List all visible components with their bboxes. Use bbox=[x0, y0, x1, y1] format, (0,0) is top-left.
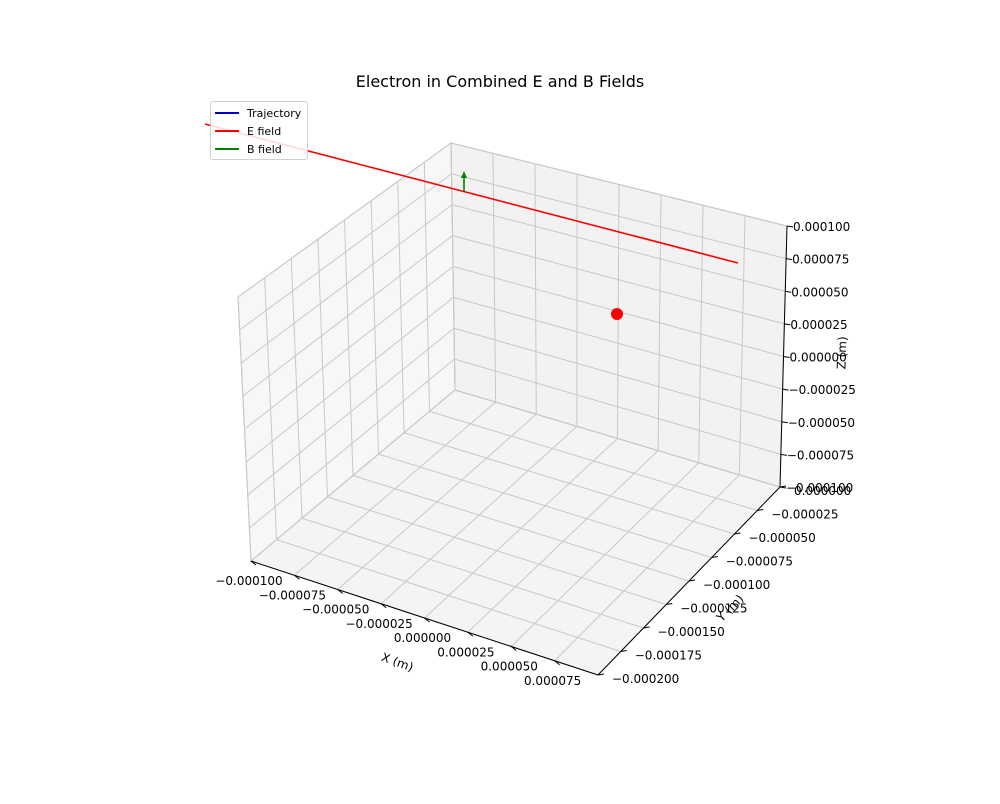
legend-item-b-field: B field bbox=[215, 142, 282, 156]
z-tick-label: −0.000075 bbox=[787, 448, 854, 462]
z-tick-label: −0.000025 bbox=[789, 383, 856, 397]
x-tick-label: −0.000075 bbox=[259, 588, 326, 602]
y-tick-label: −0.000100 bbox=[703, 578, 770, 592]
x-tick-label: −0.000025 bbox=[345, 617, 412, 631]
z-tick-label: 0.000100 bbox=[793, 220, 850, 234]
y-tick-label: −0.000200 bbox=[612, 672, 679, 686]
legend-swatch-trajectory bbox=[215, 112, 239, 114]
x-tick-label: 0.000025 bbox=[437, 645, 494, 659]
legend-item-trajectory: Trajectory bbox=[215, 106, 301, 120]
y-tick-label: −0.000075 bbox=[726, 555, 793, 569]
x-tick-label: −0.000100 bbox=[215, 574, 282, 588]
x-tick-label: 0.000000 bbox=[394, 631, 451, 645]
z-tick-label: 0.000025 bbox=[790, 318, 847, 332]
y-tick-label: −0.000150 bbox=[658, 625, 725, 639]
z-tick-label: 0.000050 bbox=[791, 285, 848, 299]
legend-item-e-field: E field bbox=[215, 124, 281, 138]
y-tick-label: −0.000050 bbox=[749, 531, 816, 545]
z-tick-label: −0.000100 bbox=[786, 481, 853, 495]
x-tick-label: −0.000050 bbox=[302, 603, 369, 617]
legend-swatch-b-field bbox=[215, 148, 239, 150]
x-tick-label: 0.000050 bbox=[481, 660, 538, 674]
x-tick-label: 0.000075 bbox=[524, 674, 581, 688]
chart-title: Electron in Combined E and B Fields bbox=[0, 72, 1000, 91]
z-tick-label: −0.000050 bbox=[788, 416, 855, 430]
electron-marker bbox=[611, 308, 623, 320]
x-axis-label: X (m) bbox=[379, 650, 415, 674]
z-tick-label: 0.000075 bbox=[792, 253, 849, 267]
legend-label-b-field: B field bbox=[247, 143, 282, 156]
z-axis-label: Z (m) bbox=[834, 336, 849, 370]
legend-swatch-e-field bbox=[215, 130, 239, 132]
legend-label-e-field: E field bbox=[247, 125, 281, 138]
y-tick-label: −0.000175 bbox=[635, 649, 702, 663]
legend: Trajectory E field B field bbox=[210, 101, 308, 160]
legend-label-trajectory: Trajectory bbox=[247, 107, 301, 120]
y-tick-label: −0.000025 bbox=[771, 508, 838, 522]
